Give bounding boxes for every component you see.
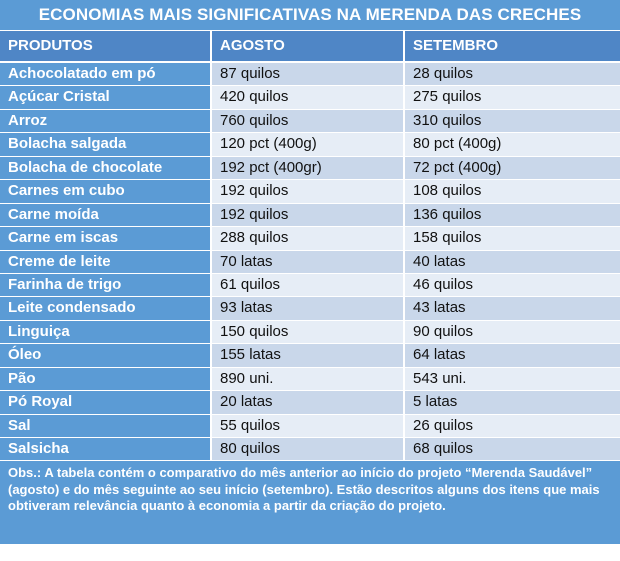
table-row: Salsicha 80 quilos 68 quilos (0, 438, 620, 462)
august-value-cell: 80 quilos (212, 438, 405, 461)
september-value-cell: 158 quilos (405, 227, 620, 250)
product-name-cell: Linguiça (0, 320, 212, 344)
september-value-cell: 543 uni. (405, 367, 620, 391)
august-value-cell: 55 quilos (212, 414, 405, 437)
product-name-cell: Carne moída (0, 203, 212, 227)
product-name-cell: Sal (0, 414, 212, 437)
product-name-cell: Carnes em cubo (0, 180, 212, 203)
table-body: Achocolatado em pó 87 quilos 28 quilos Açúc… (0, 63, 620, 462)
table-row: Sal 55 quilos 26 quilos (0, 414, 620, 438)
table-row: Arroz 760 quilos 310 quilos (0, 109, 620, 134)
august-value-cell: 192 pct (400gr) (212, 156, 405, 180)
product-name-cell: Leite condensado (0, 297, 212, 320)
table-header-row: PRODUTOS AGOSTO SETEMBRO (0, 31, 620, 63)
table-row: Carne em iscas 288 quilos 158 quilos (0, 227, 620, 251)
august-value-cell: 120 pct (400g) (212, 133, 405, 156)
august-value-cell: 20 latas (212, 391, 405, 414)
product-name-cell: Pó Royal (0, 391, 212, 414)
table-row: Pó Royal 20 latas 5 latas (0, 391, 620, 415)
product-name-cell: Açúcar Cristal (0, 86, 212, 109)
product-name-cell: Achocolatado em pó (0, 63, 212, 86)
september-value-cell: 275 quilos (405, 86, 620, 109)
september-value-cell: 108 quilos (405, 180, 620, 203)
august-value-cell: 155 latas (212, 344, 405, 367)
september-value-cell: 68 quilos (405, 438, 620, 461)
table-footnote: Obs.: A tabela contém o comparativo do m… (0, 461, 620, 545)
august-value-cell: 288 quilos (212, 227, 405, 250)
august-value-cell: 192 quilos (212, 180, 405, 203)
product-name-cell: Óleo (0, 344, 212, 367)
september-value-cell: 40 latas (405, 250, 620, 273)
august-value-cell: 420 quilos (212, 86, 405, 109)
product-name-cell: Salsicha (0, 438, 212, 461)
product-name-cell: Arroz (0, 109, 212, 133)
september-value-cell: 310 quilos (405, 109, 620, 133)
table-title: ECONOMIAS MAIS SIGNIFICATIVAS NA MERENDA… (0, 0, 620, 31)
september-value-cell: 28 quilos (405, 63, 620, 86)
table-row: Achocolatado em pó 87 quilos 28 quilos (0, 63, 620, 87)
august-value-cell: 61 quilos (212, 273, 405, 297)
september-value-cell: 26 quilos (405, 414, 620, 437)
product-name-cell: Carne em iscas (0, 227, 212, 250)
table-row: Óleo 155 latas 64 latas (0, 344, 620, 368)
september-value-cell: 80 pct (400g) (405, 133, 620, 156)
august-value-cell: 890 uni. (212, 367, 405, 391)
august-value-cell: 70 latas (212, 250, 405, 273)
september-value-cell: 72 pct (400g) (405, 156, 620, 180)
september-value-cell: 46 quilos (405, 273, 620, 297)
table-row: Carne moída 192 quilos 136 quilos (0, 203, 620, 228)
table-row: Creme de leite 70 latas 40 latas (0, 250, 620, 274)
september-value-cell: 5 latas (405, 391, 620, 414)
table-row: Carnes em cubo 192 quilos 108 quilos (0, 180, 620, 204)
product-name-cell: Pão (0, 367, 212, 391)
header-produtos: PRODUTOS (0, 31, 212, 61)
table-row: Leite condensado 93 latas 43 latas (0, 297, 620, 321)
product-name-cell: Bolacha de chocolate (0, 156, 212, 180)
header-agosto: AGOSTO (212, 31, 405, 61)
header-setembro: SETEMBRO (413, 37, 499, 54)
september-value-cell: 136 quilos (405, 203, 620, 227)
september-value-cell: 90 quilos (405, 320, 620, 344)
august-value-cell: 87 quilos (212, 63, 405, 86)
table-row: Açúcar Cristal 420 quilos 275 quilos (0, 86, 620, 110)
product-name-cell: Bolacha salgada (0, 133, 212, 156)
table-row: Farinha de trigo 61 quilos 46 quilos (0, 273, 620, 298)
september-value-cell: 64 latas (405, 344, 620, 367)
table-row: Linguiça 150 quilos 90 quilos (0, 320, 620, 345)
august-value-cell: 192 quilos (212, 203, 405, 227)
table-row: Pão 890 uni. 543 uni. (0, 367, 620, 392)
table-row: Bolacha salgada 120 pct (400g) 80 pct (400… (0, 133, 620, 157)
product-name-cell: Creme de leite (0, 250, 212, 273)
product-name-cell: Farinha de trigo (0, 273, 212, 297)
august-value-cell: 93 latas (212, 297, 405, 320)
august-value-cell: 760 quilos (212, 109, 405, 133)
august-value-cell: 150 quilos (212, 320, 405, 344)
table-row: Bolacha de chocolate 192 pct (400gr) 72 pc… (0, 156, 620, 181)
september-value-cell: 43 latas (405, 297, 620, 320)
